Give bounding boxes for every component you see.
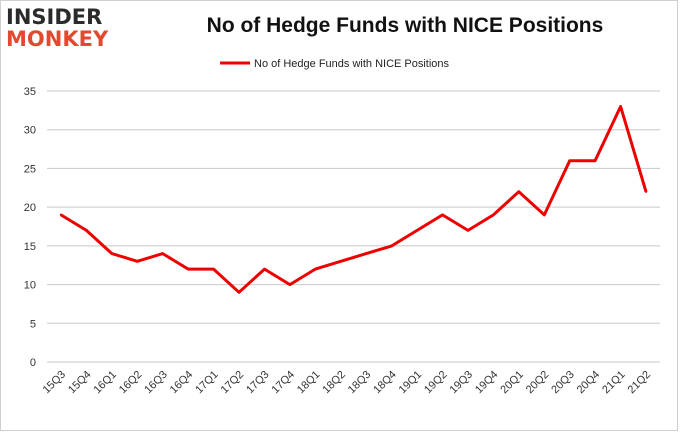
y-tick-label: 25 — [24, 163, 36, 175]
data-point — [365, 252, 368, 255]
data-point — [441, 213, 444, 217]
data-point — [314, 267, 317, 271]
legend-label: No of Hedge Funds with NICE Positions — [254, 58, 450, 70]
x-tick-label: 19Q1 — [397, 369, 425, 397]
data-point — [568, 159, 571, 162]
data-point — [644, 190, 648, 193]
y-tick-label: 0 — [30, 357, 36, 369]
data-point — [619, 105, 622, 108]
y-tick-label: 30 — [24, 125, 36, 137]
x-tick-label: 18Q1 — [295, 369, 323, 397]
data-point — [466, 229, 470, 232]
legend: No of Hedge Funds with NICE Positions — [220, 58, 450, 70]
data-point — [110, 252, 114, 255]
data-point — [492, 213, 495, 217]
x-tick-label: 20Q2 — [524, 369, 552, 397]
x-tick-label: 20Q3 — [549, 369, 577, 397]
logo-bottom-text: MONKEY — [6, 27, 109, 51]
series-line-0 — [60, 105, 648, 294]
series-layer — [59, 105, 648, 294]
data-point — [339, 260, 342, 263]
x-tick-label: 15Q3 — [41, 369, 69, 397]
x-tick-label: 19Q2 — [422, 369, 450, 397]
data-point — [212, 267, 215, 271]
data-point — [263, 267, 266, 271]
x-tick-label: 17Q2 — [219, 369, 247, 397]
data-point — [161, 252, 164, 255]
insider-monkey-logo: INSIDER MONKEY — [6, 6, 128, 56]
logo-top-text: INSIDER — [6, 5, 103, 29]
x-tick-label: 16Q4 — [168, 369, 196, 397]
x-tick-label: 20Q1 — [498, 369, 526, 397]
x-tick-label: 20Q4 — [575, 369, 603, 397]
data-point — [517, 190, 521, 193]
y-tick-label: 5 — [30, 318, 36, 330]
data-point — [415, 229, 419, 232]
data-point — [237, 291, 241, 294]
x-tick-label: 17Q4 — [270, 369, 298, 397]
data-point — [186, 267, 190, 271]
grid-lines — [47, 90, 660, 363]
chart-title: No of Hedge Funds with NICE Positions — [206, 14, 604, 37]
x-tick-label: 18Q3 — [346, 369, 374, 397]
x-tick-label: 17Q3 — [244, 369, 272, 397]
data-point — [59, 213, 63, 217]
data-point — [390, 244, 393, 248]
x-tick-label: 16Q2 — [117, 369, 145, 397]
x-tick-label: 18Q4 — [371, 369, 399, 397]
data-point — [593, 159, 597, 162]
x-tick-label: 16Q3 — [142, 369, 170, 397]
y-axis-ticks: 0 5 10 15 20 25 30 35 — [24, 86, 36, 369]
x-axis-ticks: 15Q315Q416Q116Q216Q316Q417Q117Q217Q317Q4… — [41, 369, 654, 397]
x-tick-label: 16Q1 — [91, 369, 119, 397]
data-point — [288, 283, 292, 286]
x-tick-label: 15Q4 — [66, 369, 94, 397]
x-tick-label: 17Q1 — [193, 369, 221, 397]
data-point — [543, 213, 546, 217]
x-tick-label: 19Q4 — [473, 369, 501, 397]
data-point — [136, 260, 139, 263]
y-tick-label: 15 — [24, 241, 36, 253]
x-tick-label: 21Q1 — [600, 369, 628, 397]
y-tick-label: 20 — [24, 202, 36, 214]
y-tick-label: 35 — [24, 86, 36, 98]
x-tick-label: 19Q3 — [448, 369, 476, 397]
data-point — [85, 229, 88, 232]
y-tick-label: 10 — [24, 280, 36, 292]
x-tick-label: 18Q2 — [320, 369, 348, 397]
x-tick-label: 21Q2 — [626, 369, 654, 397]
